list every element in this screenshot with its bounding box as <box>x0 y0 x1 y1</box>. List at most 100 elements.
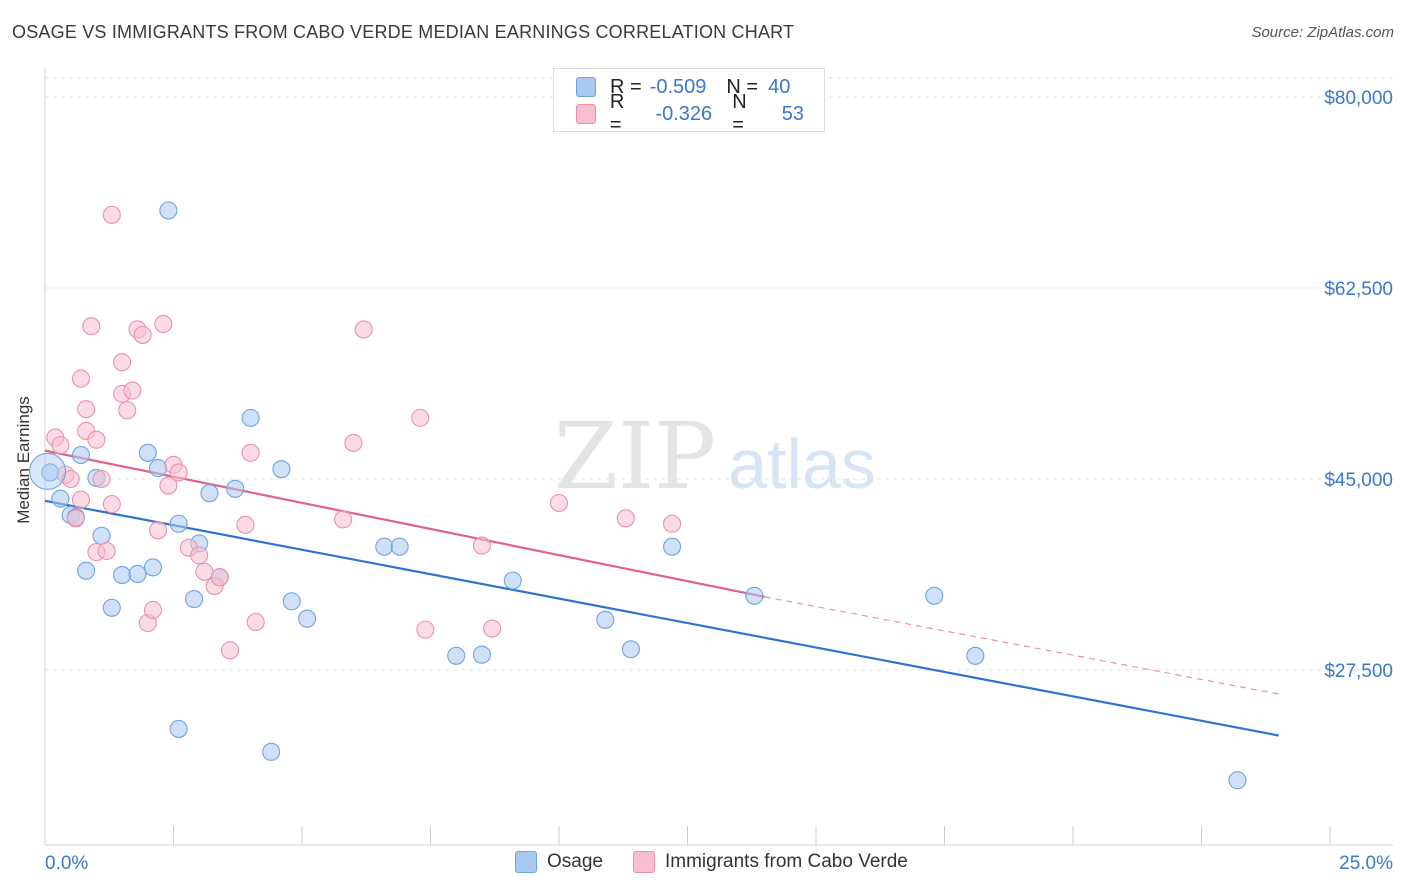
point-cabo-verde <box>71 490 91 509</box>
point-cabo-verde <box>236 515 255 534</box>
point-osage <box>169 719 188 738</box>
series-legend: Osage Immigrants from Cabo Verde <box>515 851 938 873</box>
point-cabo-verde <box>354 320 373 339</box>
watermark-zip: ZIP <box>554 403 716 510</box>
y-tick-label: $45,000 <box>1324 470 1393 491</box>
grid-lines <box>45 77 1393 671</box>
legend-r-value: -0.509 <box>649 75 707 98</box>
correlation-legend: R = -0.509 N = 40 R = -0.326 N = 53 <box>553 68 825 136</box>
legend-swatch-cabo-verde <box>632 851 655 873</box>
legend-r-label: R = <box>609 91 625 136</box>
point-osage <box>71 445 91 465</box>
point-cabo-verde <box>190 546 209 565</box>
point-osage <box>77 561 96 580</box>
point-osage <box>447 646 466 665</box>
point-osage <box>503 571 522 590</box>
point-osage <box>390 537 409 556</box>
point-osage <box>102 598 121 617</box>
point-cabo-verde <box>334 510 353 529</box>
point-cabo-verde <box>159 476 178 495</box>
x-tick-label: 0.0% <box>45 853 88 874</box>
point-osage <box>92 526 111 545</box>
point-cabo-verde <box>118 401 137 420</box>
point-cabo-verde <box>133 325 152 344</box>
point-osage <box>472 645 491 664</box>
point-cabo-verde <box>241 443 260 462</box>
tick-labels: $27,500 $45,000 $62,500 $80,000 0.0% 25.0% <box>45 88 1393 874</box>
point-osage <box>282 592 301 611</box>
point-osage <box>241 408 260 427</box>
point-cabo-verde <box>169 463 188 482</box>
data-points <box>29 201 1247 790</box>
point-osage <box>596 610 615 629</box>
trend-line-extension <box>764 596 1279 695</box>
point-cabo-verde <box>663 514 682 533</box>
y-axis-title: Median Earnings <box>14 396 33 524</box>
legend-label-cabo-verde: Immigrants from Cabo Verde <box>664 851 908 872</box>
point-osage <box>185 590 204 609</box>
point-osage <box>169 514 188 533</box>
point-cabo-verde <box>87 430 106 449</box>
x-tick-label: 25.0% <box>1339 853 1393 874</box>
point-osage <box>128 564 147 584</box>
point-cabo-verde <box>102 495 121 514</box>
point-osage <box>226 479 245 498</box>
legend-n-value: 40 <box>768 75 791 98</box>
point-cabo-verde <box>616 509 635 528</box>
point-osage <box>925 586 944 605</box>
axes <box>44 68 1393 846</box>
point-cabo-verde <box>97 541 116 561</box>
trend-line <box>44 499 1279 737</box>
point-osage <box>143 558 162 577</box>
legend-row-cabo-verde: R = -0.326 N = 53 <box>576 91 824 136</box>
legend-n-value: 53 <box>781 102 804 125</box>
point-cabo-verde <box>77 400 96 419</box>
point-cabo-verde <box>195 562 214 581</box>
point-osage <box>149 459 168 478</box>
point-osage <box>138 443 157 462</box>
point-osage <box>1228 771 1247 790</box>
point-osage <box>298 609 317 628</box>
legend-label-osage: Osage <box>547 851 603 872</box>
legend-item-osage[interactable]: Osage <box>515 851 603 873</box>
point-cabo-verde <box>66 509 85 528</box>
source-label: Source: ZipAtlas.com <box>1251 24 1394 41</box>
point-osage <box>262 742 281 761</box>
point-osage <box>745 586 764 605</box>
point-cabo-verde <box>113 353 132 372</box>
point-osage <box>159 201 178 220</box>
point-cabo-verde <box>472 536 491 555</box>
point-osage <box>272 460 291 479</box>
watermark-atlas: atlas <box>728 425 876 503</box>
point-osage <box>113 565 132 585</box>
point-cabo-verde <box>210 568 229 587</box>
legend-r-label: R = <box>610 75 642 98</box>
point-osage <box>51 489 70 508</box>
point-osage <box>375 537 394 556</box>
legend-n-label: N = <box>726 75 759 98</box>
point-cabo-verde <box>149 521 168 540</box>
legend-swatch-osage <box>576 77 596 97</box>
point-cabo-verde <box>344 433 363 453</box>
point-cabo-verde <box>154 314 173 334</box>
y-tick-label: $27,500 <box>1324 661 1393 682</box>
point-cabo-verde <box>71 369 91 388</box>
point-cabo-verde <box>82 317 101 336</box>
y-tick-label: $80,000 <box>1324 88 1393 109</box>
point-cabo-verde <box>123 381 142 400</box>
legend-item-cabo-verde[interactable]: Immigrants from Cabo Verde <box>632 851 908 873</box>
point-cabo-verde <box>61 469 80 489</box>
point-cabo-verde <box>143 600 162 620</box>
legend-r-value: -0.326 <box>655 102 713 125</box>
point-cabo-verde <box>51 436 70 455</box>
trend-lines <box>44 449 1279 737</box>
legend-swatch-osage <box>515 851 537 873</box>
trend-line <box>44 449 765 598</box>
legend-swatch-cabo-verde <box>576 104 596 124</box>
point-osage <box>621 640 641 659</box>
legend-row-osage: R = -0.509 N = 40 <box>576 75 810 99</box>
point-osage <box>966 646 985 665</box>
point-cabo-verde <box>549 493 569 513</box>
y-tick-label: $62,500 <box>1324 279 1393 300</box>
